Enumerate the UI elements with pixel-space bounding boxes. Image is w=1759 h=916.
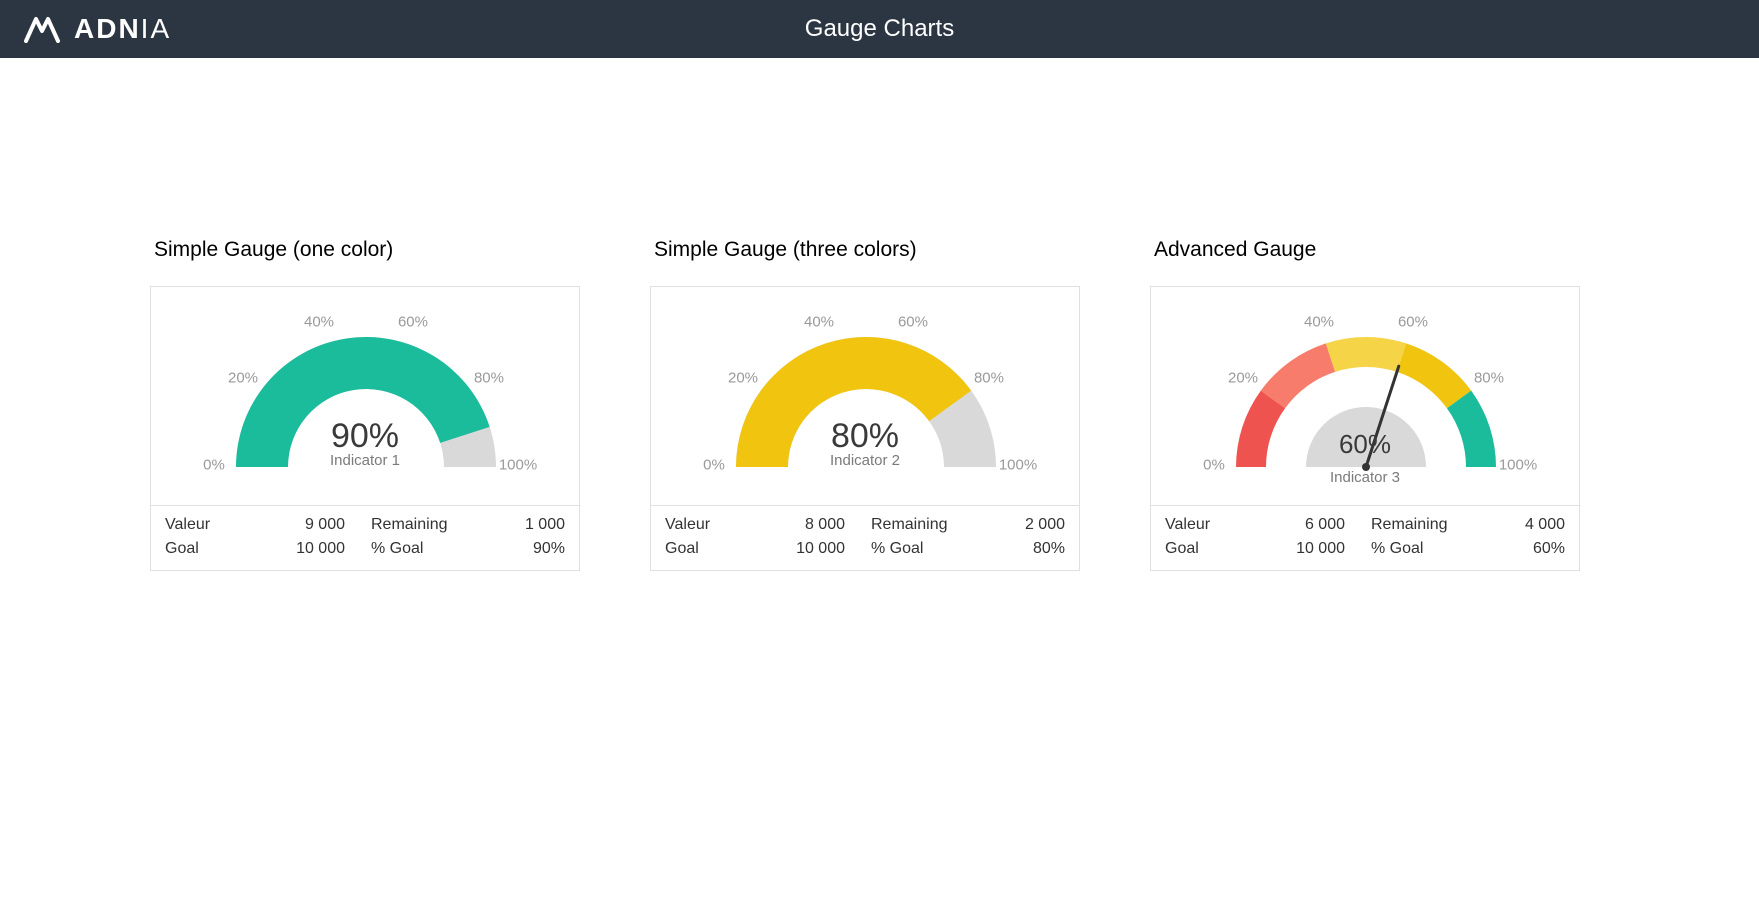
brand-mark-icon bbox=[24, 15, 64, 43]
brand-text: ADNIA bbox=[74, 13, 171, 45]
gauge-tick-label: 60% bbox=[898, 314, 928, 331]
gauge-tick-label: 20% bbox=[1228, 369, 1258, 386]
stat-value: 90% bbox=[465, 540, 565, 558]
stat-label: Goal bbox=[165, 540, 265, 558]
gauge-tick-label: 20% bbox=[728, 369, 758, 386]
gauge-chart-1: 0% 20% 40% 60% 80% 100% 90% Indicator 1 bbox=[150, 286, 580, 506]
stat-value: 1 000 bbox=[465, 516, 565, 534]
gauge-tick-label: 80% bbox=[474, 369, 504, 386]
stat-label: % Goal bbox=[865, 540, 965, 558]
stat-label: Goal bbox=[665, 540, 765, 558]
gauge-tick-label: 80% bbox=[974, 369, 1004, 386]
gauge-panel-2: Simple Gauge (three colors) 0% 20% 40% 60% 8… bbox=[650, 238, 1080, 571]
gauge-tick-label: 0% bbox=[1203, 457, 1225, 474]
stat-value: 10 000 bbox=[1265, 540, 1365, 558]
stat-label: Valeur bbox=[665, 516, 765, 534]
gauge-chart-3: 0% 20% 40% 60% 80% 100% 60% Indicator 3 bbox=[1150, 286, 1580, 506]
gauge-tick-label: 40% bbox=[804, 314, 834, 331]
gauge-tick-label: 100% bbox=[999, 457, 1037, 474]
page-title: Gauge Charts bbox=[805, 15, 954, 43]
gauge-tick-label: 40% bbox=[1304, 314, 1334, 331]
stat-label: Remaining bbox=[1365, 516, 1465, 534]
gauge-percent-value: 90% bbox=[330, 417, 400, 456]
gauge-stats-3: Valeur 6 000 Remaining 4 000 Goal 10 000… bbox=[1150, 506, 1580, 571]
stat-value: 6 000 bbox=[1265, 516, 1365, 534]
gauge-tick-label: 40% bbox=[304, 314, 334, 331]
stat-value: 2 000 bbox=[965, 516, 1065, 534]
gauge-percent-value: 80% bbox=[830, 417, 900, 456]
gauge-panel-3: Advanced Gauge 0% 20% 40% 60% 80% 100% 60% In… bbox=[1150, 238, 1580, 571]
gauge-tick-label: 20% bbox=[228, 369, 258, 386]
gauge-tick-label: 0% bbox=[703, 457, 725, 474]
brand-text-light: IA bbox=[141, 13, 171, 44]
stat-label: Remaining bbox=[365, 516, 465, 534]
gauge-indicator-label: Indicator 2 bbox=[830, 452, 900, 469]
gauge-stats-1: Valeur 9 000 Remaining 1 000 Goal 10 000… bbox=[150, 506, 580, 571]
gauge-center: 60% bbox=[1339, 429, 1391, 460]
stat-value: 10 000 bbox=[765, 540, 865, 558]
stat-label: % Goal bbox=[365, 540, 465, 558]
gauge-indicator-label: Indicator 3 bbox=[1330, 473, 1400, 486]
gauge-tick-label: 0% bbox=[203, 457, 225, 474]
brand-text-bold: ADN bbox=[74, 13, 141, 44]
gauge-indicator-label: Indicator 1 bbox=[330, 452, 400, 469]
gauge-tick-label: 60% bbox=[1398, 314, 1428, 331]
gauge-tick-label: 100% bbox=[1499, 457, 1537, 474]
gauge-center: 80% Indicator 2 bbox=[830, 417, 900, 469]
stat-label: % Goal bbox=[1365, 540, 1465, 558]
gauge-center: 90% Indicator 1 bbox=[330, 417, 400, 469]
gauge-stats-2: Valeur 8 000 Remaining 2 000 Goal 10 000… bbox=[650, 506, 1080, 571]
brand-logo: ADNIA bbox=[24, 13, 171, 45]
stat-value: 9 000 bbox=[265, 516, 365, 534]
gauge-chart-2: 0% 20% 40% 60% 80% 100% 80% Indicator 2 bbox=[650, 286, 1080, 506]
stat-label: Goal bbox=[1165, 540, 1265, 558]
gauge-panel-1: Simple Gauge (one color) 0% 20% 40% 60% 80% 1… bbox=[150, 238, 580, 571]
gauge-tick-label: 80% bbox=[1474, 369, 1504, 386]
content-area: Simple Gauge (one color) 0% 20% 40% 60% 80% 1… bbox=[0, 58, 1759, 631]
stat-value: 60% bbox=[1465, 540, 1565, 558]
stat-value: 80% bbox=[965, 540, 1065, 558]
stat-value: 4 000 bbox=[1465, 516, 1565, 534]
header-bar: ADNIA Gauge Charts bbox=[0, 0, 1759, 58]
stat-label: Valeur bbox=[1165, 516, 1265, 534]
gauge-title-3: Advanced Gauge bbox=[1150, 238, 1580, 262]
stat-label: Remaining bbox=[865, 516, 965, 534]
gauge-tick-label: 100% bbox=[499, 457, 537, 474]
stat-value: 8 000 bbox=[765, 516, 865, 534]
gauge-title-2: Simple Gauge (three colors) bbox=[650, 238, 1080, 262]
gauge-title-1: Simple Gauge (one color) bbox=[150, 238, 580, 262]
stat-value: 10 000 bbox=[265, 540, 365, 558]
gauge-percent-value: 60% bbox=[1339, 429, 1391, 460]
stat-label: Valeur bbox=[165, 516, 265, 534]
gauge-tick-label: 60% bbox=[398, 314, 428, 331]
